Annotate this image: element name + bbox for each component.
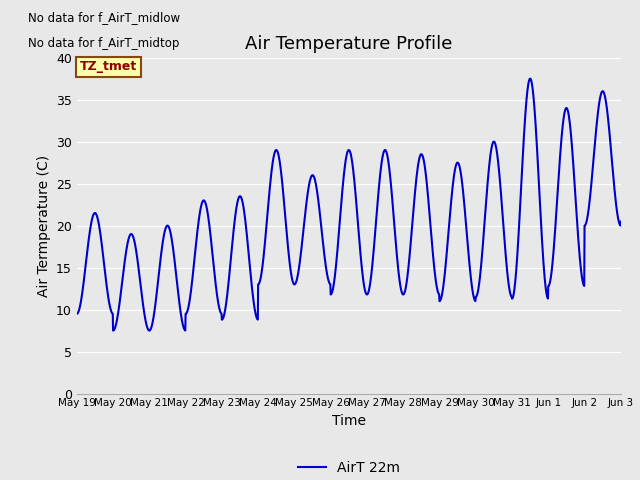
Text: No data for f_AirT_midlow: No data for f_AirT_midlow <box>28 11 180 24</box>
Text: TZ_tmet: TZ_tmet <box>79 60 137 73</box>
Y-axis label: Air Termperature (C): Air Termperature (C) <box>36 155 51 297</box>
AirT 22m <box>622 215 630 221</box>
Text: No data for f_AirT_midtop: No data for f_AirT_midtop <box>28 37 179 50</box>
Title: Air Temperature Profile: Air Temperature Profile <box>245 35 452 53</box>
AirT 22m <box>618 218 626 224</box>
Legend: AirT 22m: AirT 22m <box>292 456 405 480</box>
AirT 22m <box>109 328 117 334</box>
AirT 22m <box>284 241 292 247</box>
AirT 22m <box>261 239 269 244</box>
AirT 22m <box>220 312 228 318</box>
AirT 22m <box>73 311 81 317</box>
Line: AirT 22m: AirT 22m <box>77 79 640 331</box>
AirT 22m <box>378 155 386 161</box>
AirT 22m <box>526 76 534 82</box>
X-axis label: Time: Time <box>332 414 366 428</box>
